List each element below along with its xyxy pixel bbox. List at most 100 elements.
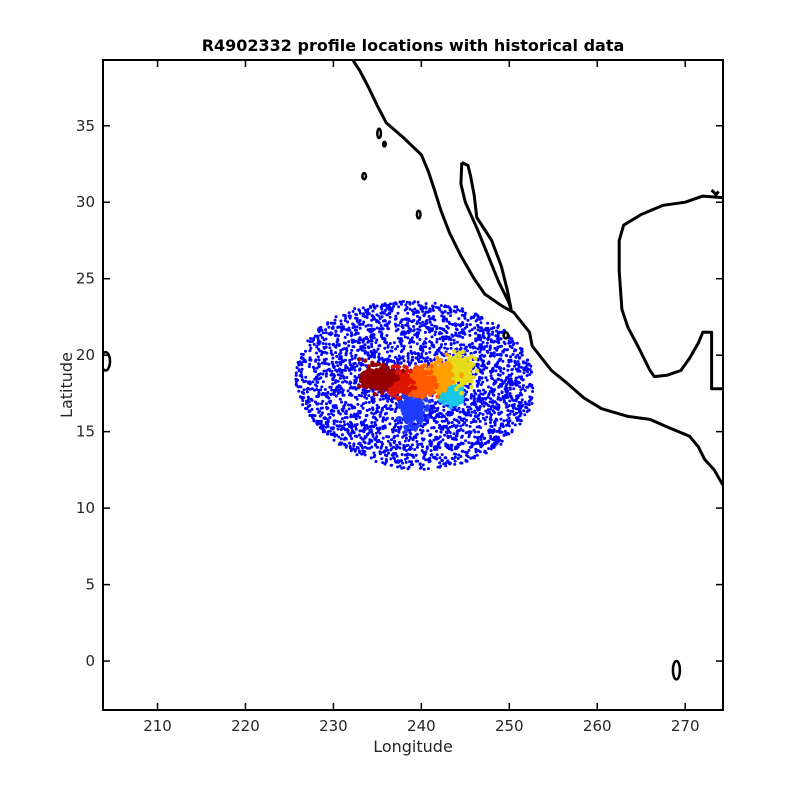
historical-point bbox=[406, 352, 410, 356]
historical-point bbox=[496, 326, 500, 329]
historical-point bbox=[353, 434, 357, 438]
historical-point bbox=[408, 307, 412, 311]
historical-point bbox=[425, 447, 429, 451]
historical-point bbox=[499, 442, 503, 446]
historical-point bbox=[439, 427, 443, 431]
historical-point bbox=[295, 366, 299, 370]
historical-point bbox=[395, 454, 399, 458]
historical-point bbox=[519, 391, 522, 395]
historical-point bbox=[353, 361, 357, 365]
historical-point bbox=[418, 328, 422, 332]
historical-point bbox=[306, 399, 310, 403]
historical-point bbox=[383, 338, 387, 342]
historical-point bbox=[379, 411, 383, 415]
historical-point bbox=[460, 307, 464, 311]
trajectory-point bbox=[394, 374, 400, 379]
historical-point bbox=[321, 372, 325, 376]
historical-point bbox=[457, 406, 461, 410]
historical-point bbox=[469, 421, 473, 424]
historical-point bbox=[371, 309, 375, 313]
historical-point bbox=[474, 312, 478, 316]
y-tick-label: 30 bbox=[76, 193, 95, 211]
historical-point bbox=[482, 354, 486, 358]
historical-point bbox=[491, 445, 495, 449]
historical-point bbox=[470, 393, 473, 397]
historical-point bbox=[420, 324, 424, 327]
historical-point bbox=[466, 318, 470, 322]
historical-point bbox=[358, 449, 361, 453]
coastline bbox=[617, 194, 723, 391]
trajectory-point bbox=[367, 369, 373, 375]
historical-point bbox=[515, 341, 519, 345]
historical-point bbox=[331, 378, 335, 382]
historical-point bbox=[335, 333, 339, 337]
historical-point bbox=[463, 316, 467, 320]
historical-point bbox=[449, 346, 453, 350]
historical-point bbox=[380, 304, 384, 308]
historical-point bbox=[531, 390, 534, 393]
historical-point bbox=[361, 428, 365, 432]
historical-point bbox=[470, 445, 474, 449]
historical-point bbox=[454, 322, 458, 326]
historical-point bbox=[339, 329, 343, 333]
historical-point bbox=[440, 419, 444, 423]
historical-point bbox=[376, 347, 380, 351]
trajectory-point bbox=[357, 384, 362, 389]
trajectory-point bbox=[473, 356, 478, 361]
historical-point bbox=[505, 354, 509, 358]
historical-point bbox=[489, 405, 493, 409]
historical-point bbox=[438, 423, 442, 427]
historical-point bbox=[435, 457, 438, 461]
historical-point bbox=[469, 414, 473, 417]
historical-point bbox=[435, 340, 439, 344]
historical-point bbox=[340, 417, 344, 421]
historical-point bbox=[306, 339, 310, 343]
historical-point bbox=[300, 352, 303, 356]
historical-point bbox=[503, 429, 507, 433]
historical-point bbox=[399, 361, 403, 365]
historical-point bbox=[296, 360, 300, 364]
historical-point bbox=[320, 361, 324, 365]
y-tick-label: 5 bbox=[85, 576, 95, 594]
historical-point bbox=[500, 410, 503, 414]
historical-point bbox=[493, 441, 496, 445]
historical-point bbox=[344, 351, 348, 355]
historical-point bbox=[497, 365, 501, 369]
historical-point bbox=[316, 380, 320, 384]
historical-point bbox=[364, 414, 368, 418]
historical-point bbox=[432, 438, 436, 442]
historical-point bbox=[397, 440, 401, 444]
historical-point bbox=[473, 435, 477, 439]
historical-point bbox=[331, 356, 335, 360]
historical-point bbox=[420, 352, 424, 356]
historical-point bbox=[481, 380, 485, 384]
historical-point bbox=[444, 342, 447, 346]
historical-point bbox=[308, 409, 312, 413]
historical-point bbox=[315, 344, 319, 348]
trajectory-point bbox=[397, 416, 402, 421]
historical-point bbox=[415, 342, 419, 346]
historical-point bbox=[323, 388, 327, 391]
historical-point bbox=[304, 379, 308, 383]
historical-point bbox=[467, 435, 471, 439]
historical-point bbox=[360, 345, 364, 349]
historical-point bbox=[424, 302, 428, 306]
historical-point bbox=[323, 346, 326, 350]
historical-point bbox=[390, 407, 394, 411]
historical-point bbox=[530, 370, 534, 374]
historical-point bbox=[319, 333, 323, 337]
trajectory-point bbox=[377, 362, 382, 367]
trajectory-point bbox=[412, 385, 418, 391]
historical-point bbox=[379, 311, 383, 315]
trajectory-point bbox=[356, 357, 362, 362]
historical-point bbox=[448, 431, 452, 435]
historical-point bbox=[368, 329, 372, 333]
historical-point bbox=[442, 462, 446, 466]
historical-point bbox=[327, 429, 330, 433]
historical-point bbox=[422, 345, 425, 349]
historical-point bbox=[515, 380, 519, 384]
historical-point bbox=[313, 369, 317, 373]
historical-point bbox=[351, 322, 355, 326]
historical-point bbox=[364, 401, 368, 405]
historical-point bbox=[458, 309, 462, 313]
